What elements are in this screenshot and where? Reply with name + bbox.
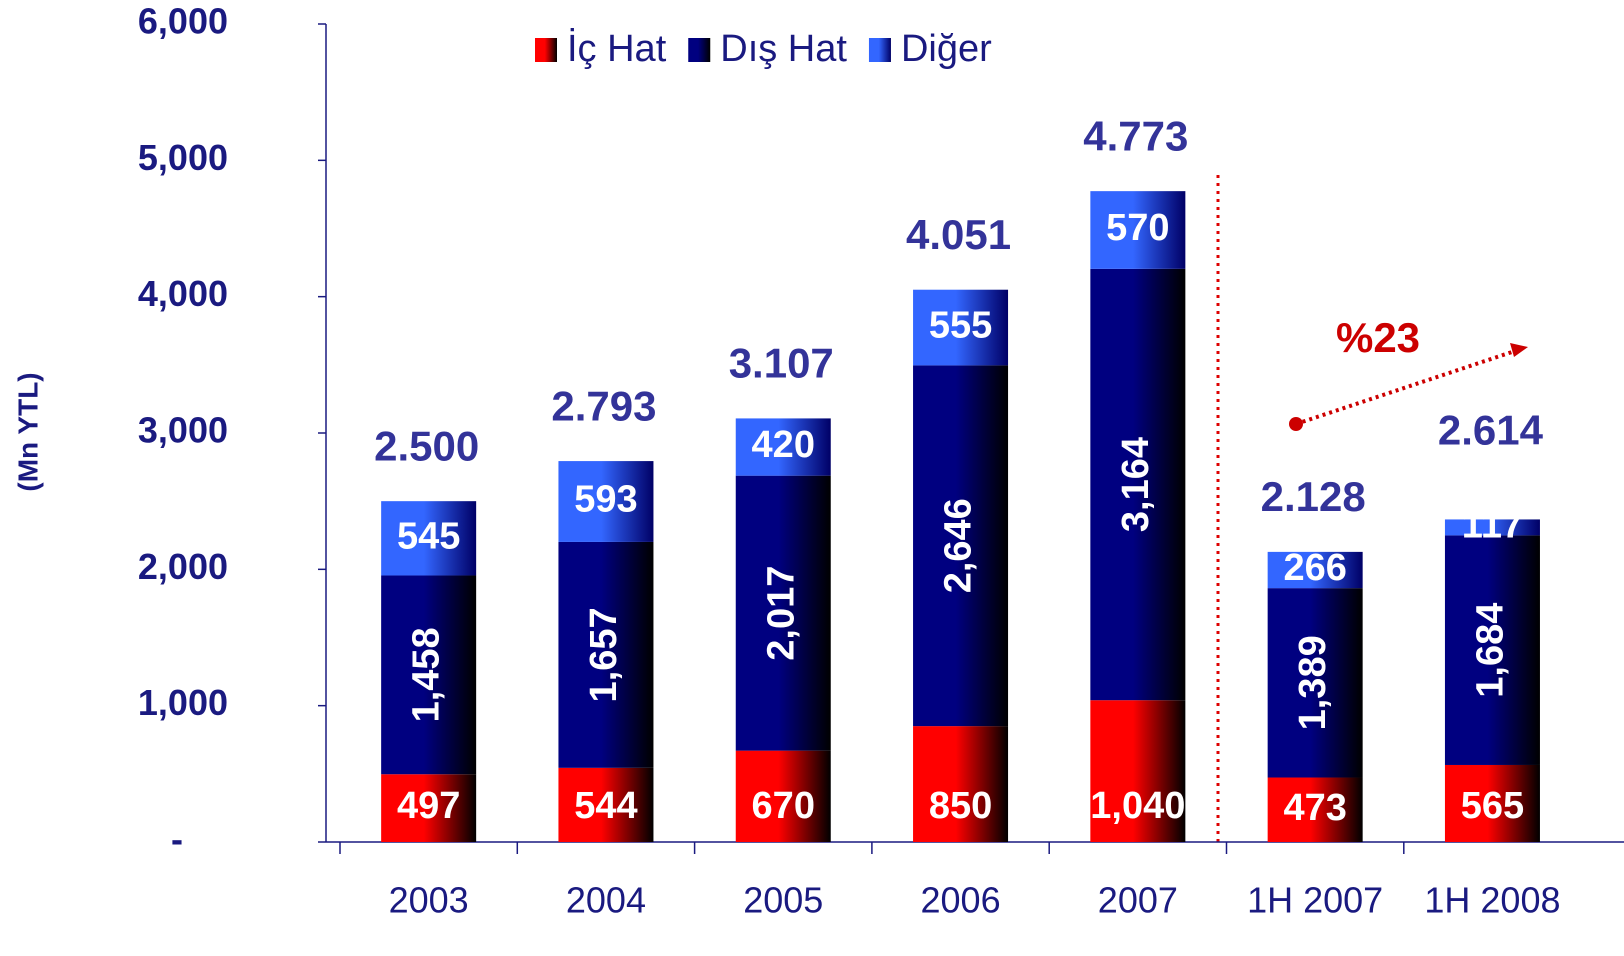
bar-segment — [1267, 777, 1363, 842]
x-tick-label: 2004 — [566, 880, 646, 921]
total-label: 2.500 — [374, 422, 479, 469]
legend-swatch — [868, 38, 891, 62]
data-label: 593 — [574, 479, 637, 521]
legend-swatch — [535, 38, 557, 62]
bar-segment — [381, 575, 477, 775]
data-label: 1,684 — [1469, 603, 1511, 698]
data-label: 1,458 — [406, 627, 448, 722]
bar-segment — [381, 774, 477, 842]
bar-segment — [1090, 268, 1186, 701]
bar-segment — [1444, 519, 1540, 536]
data-label: 117 — [1462, 504, 1523, 546]
bar-segment — [558, 541, 654, 768]
bar-segment — [735, 750, 831, 842]
y-axis-label: (Mn YTL) — [12, 372, 43, 491]
x-tick-label: 1H 2008 — [1424, 880, 1560, 921]
data-label: 497 — [397, 785, 460, 827]
data-label: 670 — [752, 785, 815, 827]
annotation: %23 — [1336, 314, 1420, 361]
bar-segment — [558, 461, 654, 542]
x-tick-label: 2005 — [743, 880, 823, 921]
bar-segment — [381, 501, 477, 576]
bar-segment — [1090, 700, 1186, 842]
data-label: 420 — [752, 424, 815, 466]
total-label: 2.128 — [1261, 473, 1366, 520]
data-label: 565 — [1461, 785, 1524, 827]
data-label: 544 — [574, 785, 637, 827]
total-label: 2.614 — [1438, 407, 1544, 454]
data-label: 1,657 — [583, 607, 625, 702]
legend-label: Diğer — [901, 28, 992, 70]
legend-label: Dış Hat — [720, 28, 847, 70]
x-tick-label: 2006 — [921, 880, 1001, 921]
x-tick-label: 2003 — [389, 880, 469, 921]
legend-swatch — [688, 38, 711, 62]
y-tick-label: 2,000 — [138, 546, 228, 587]
data-label: 555 — [929, 305, 992, 347]
y-tick-label: 4,000 — [138, 273, 228, 314]
arrow-head — [1510, 343, 1528, 357]
total-label: 4.773 — [1083, 112, 1188, 159]
bar-segment — [735, 418, 831, 476]
bar-segment — [735, 475, 831, 751]
y-tick-label: 6,000 — [138, 1, 228, 42]
bar-segment — [1444, 764, 1540, 842]
data-label: 545 — [397, 515, 460, 557]
x-tick-label: 1H 2007 — [1247, 880, 1383, 921]
bar-segment — [558, 767, 654, 842]
x-tick-label: 2007 — [1098, 880, 1178, 921]
data-label: 2,017 — [760, 566, 802, 661]
data-label: 3,164 — [1115, 437, 1157, 532]
y-tick-label: 5,000 — [138, 137, 228, 178]
legend-label: İç Hat — [567, 27, 667, 70]
bar-segment — [913, 289, 1009, 366]
bar-segment — [1090, 191, 1186, 269]
bar-segment — [913, 726, 1009, 842]
data-label: 570 — [1106, 207, 1169, 249]
arrow-dot — [1289, 417, 1303, 431]
total-label: 4.051 — [906, 211, 1011, 258]
bar-segment — [1267, 588, 1363, 778]
data-label: 1,389 — [1292, 635, 1334, 730]
total-label: 2.793 — [551, 382, 656, 429]
bar-segment — [1267, 551, 1363, 589]
bar-segment — [913, 365, 1009, 727]
data-label: 1,040 — [1090, 785, 1185, 827]
total-label: 3.107 — [729, 340, 834, 387]
y-tick-label: 1,000 — [138, 682, 228, 723]
data-label: 473 — [1283, 787, 1346, 829]
data-label: 266 — [1283, 547, 1346, 589]
data-label: 850 — [929, 785, 992, 827]
data-label: 2,646 — [938, 498, 980, 593]
y-tick-label: - — [171, 819, 183, 860]
bar-segment — [1444, 535, 1540, 765]
y-tick-label: 3,000 — [138, 410, 228, 451]
